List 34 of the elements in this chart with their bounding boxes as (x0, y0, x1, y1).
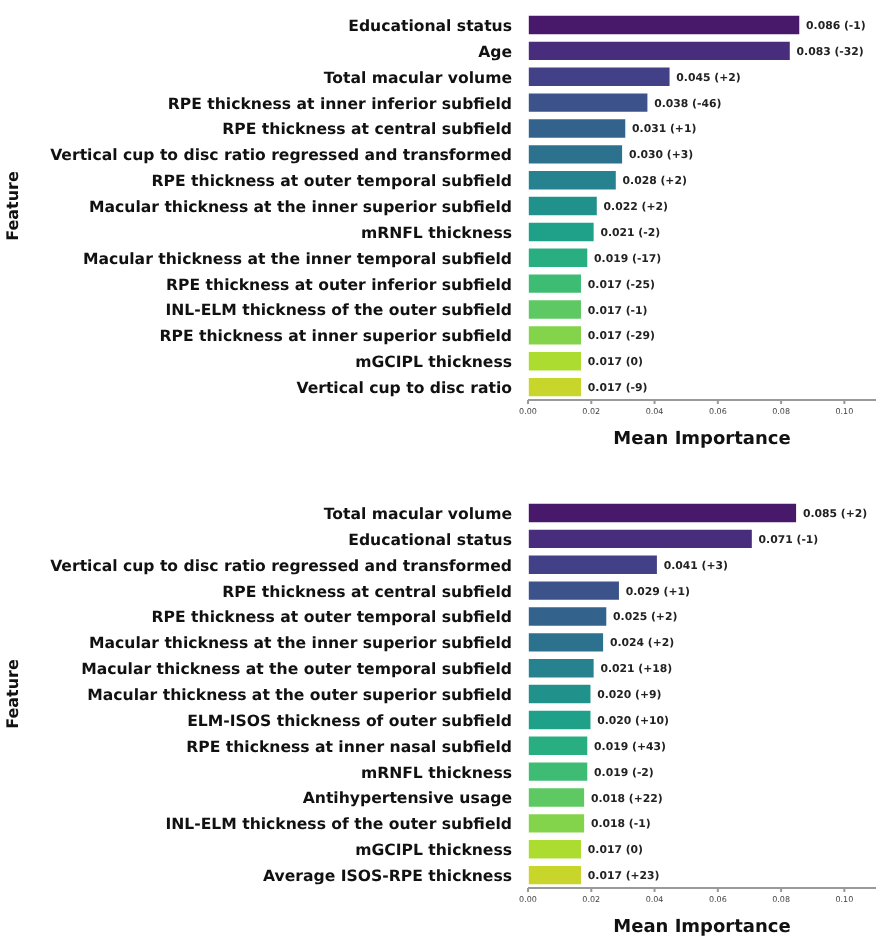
bar (528, 864, 583, 886)
bar (528, 683, 593, 705)
bar (528, 350, 583, 373)
bar (528, 221, 596, 243)
bar (528, 605, 608, 628)
bar (528, 91, 650, 114)
bar (528, 195, 599, 217)
bar (528, 143, 624, 166)
bar (528, 812, 586, 835)
y-axis-title: Feature (3, 658, 22, 729)
x-axis-title: Mean Importance (613, 918, 791, 936)
bar (528, 838, 583, 861)
bar (528, 117, 627, 140)
bar (528, 735, 589, 757)
bar (528, 528, 754, 550)
bar (528, 709, 593, 731)
y-axis-title: Feature (3, 170, 22, 241)
bar (528, 631, 605, 654)
x-axis-title: Mean Importance (613, 430, 791, 450)
bar (528, 376, 583, 398)
bar (528, 760, 589, 783)
bar (528, 579, 621, 602)
bar (528, 553, 659, 576)
bar (528, 65, 672, 88)
bar (528, 786, 586, 809)
bar (528, 272, 583, 295)
bar (528, 657, 596, 679)
bar (528, 247, 589, 269)
bar (528, 14, 801, 36)
bar (528, 324, 583, 347)
bar (528, 298, 583, 321)
bar (528, 502, 798, 524)
bar (528, 169, 618, 191)
bar (528, 40, 792, 62)
